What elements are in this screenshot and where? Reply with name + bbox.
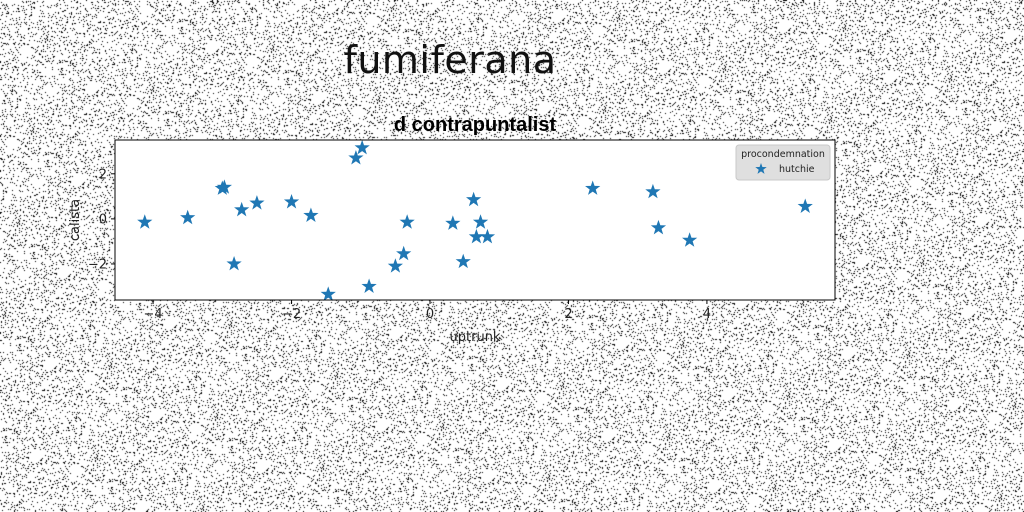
legend-label: hutchie [779, 164, 815, 175]
x-tick-label: 2 [564, 307, 572, 322]
y-axis-label: calista [68, 199, 83, 241]
y-tick-label: 0 [99, 212, 107, 227]
legend: procondemnation hutchie [736, 145, 830, 180]
y-tick-label: 2 [99, 167, 107, 182]
chart-title: d contrapuntalist [394, 114, 557, 136]
x-tick-label: −2 [282, 307, 301, 322]
x-tick-label: −4 [143, 307, 162, 322]
x-axis-label: uptrunk [450, 330, 501, 345]
x-tick-label: 4 [703, 307, 711, 322]
x-tick-label: 0 [426, 307, 434, 322]
legend-title: procondemnation [741, 149, 825, 160]
y-tick-label: −2 [88, 257, 107, 272]
